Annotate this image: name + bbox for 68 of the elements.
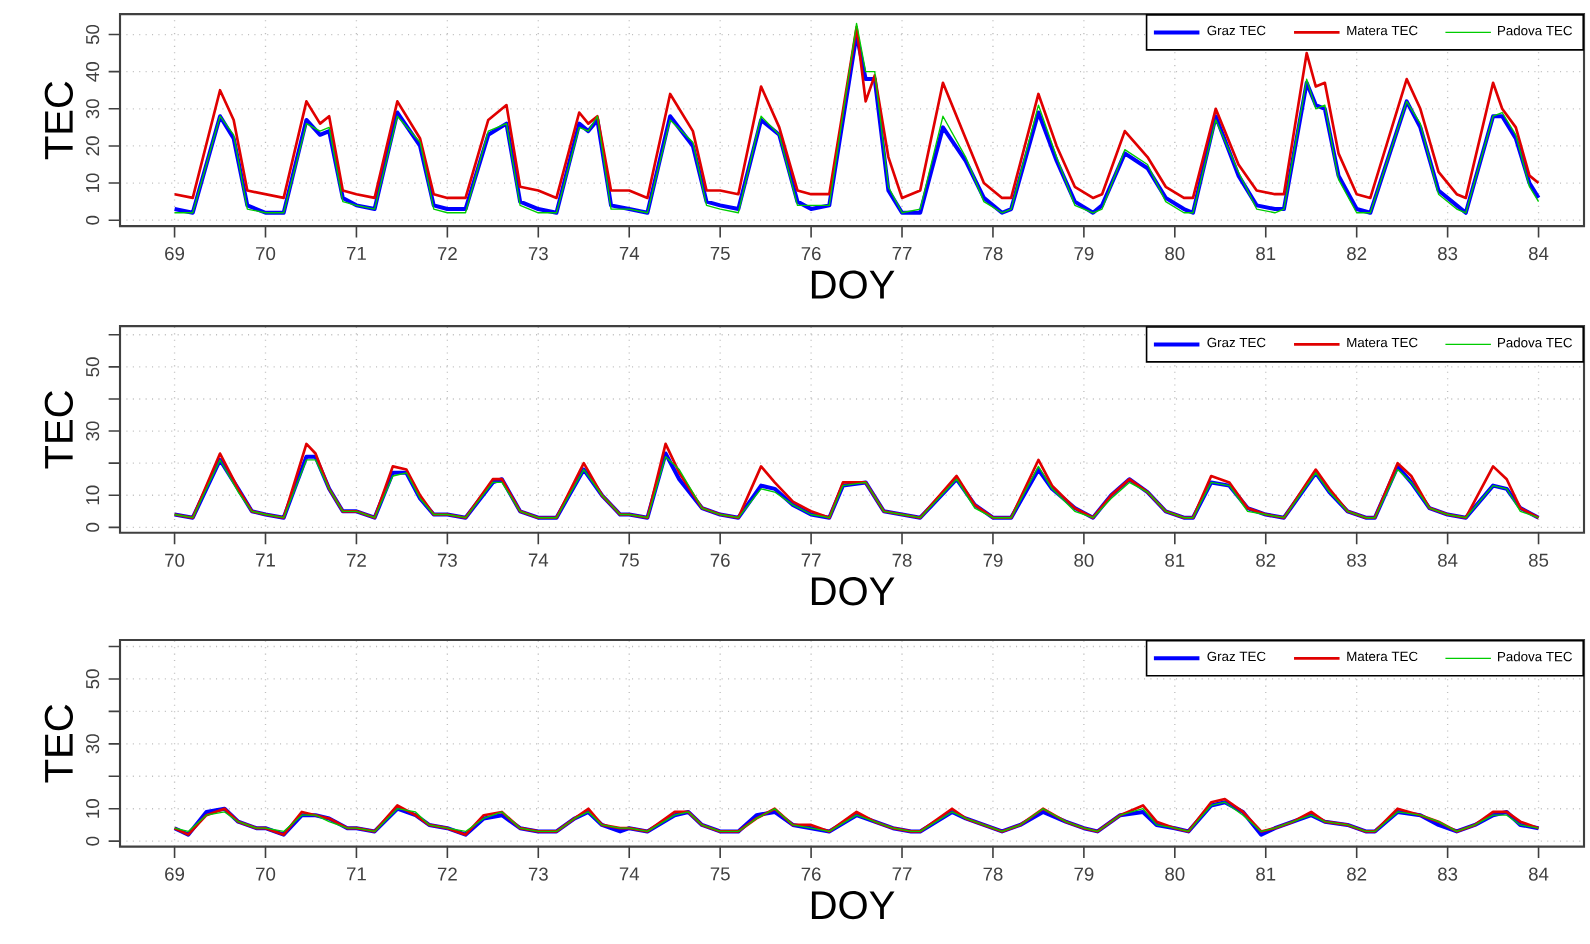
x-tick-label: 83 <box>1438 246 1458 261</box>
x-tick-label: 76 <box>710 553 730 567</box>
y-tick-label: 20 <box>86 136 100 156</box>
y-tick-label: 40 <box>86 62 100 82</box>
x-tick-label: 75 <box>710 246 730 260</box>
x-tick-label: 75 <box>619 553 639 567</box>
x-tick-label: 81 <box>1256 246 1276 261</box>
y-tick-label: 50 <box>86 357 100 377</box>
x-tick-label: 73 <box>528 867 548 881</box>
y-tick-label: 0 <box>86 215 100 225</box>
x-tick-label: 69 <box>165 246 185 261</box>
x-axis-title: DOY <box>811 270 895 299</box>
x-tick-label: 72 <box>437 867 457 881</box>
x-tick-label: 70 <box>165 553 185 567</box>
x-tick-label: 83 <box>1347 553 1367 567</box>
x-tick-label: 79 <box>983 553 1003 567</box>
x-tick-label: 74 <box>619 867 640 881</box>
x-tick-label: 80 <box>1074 553 1094 567</box>
x-tick-label: 76 <box>801 867 821 881</box>
y-tick-label: 50 <box>86 669 100 689</box>
y-tick-label: 0 <box>86 522 100 532</box>
x-tick-label: 79 <box>1074 867 1094 881</box>
y-tick-label: 30 <box>86 734 100 754</box>
x-tick-label: 71 <box>256 553 275 567</box>
y-axis-title: TEC <box>44 704 73 783</box>
x-tick-label: 80 <box>1165 246 1185 261</box>
x-tick-label: 69 <box>165 867 185 881</box>
x-tick-label: 84 <box>1528 246 1549 261</box>
y-tick-label: 30 <box>86 421 100 441</box>
y-tick-label: 30 <box>86 99 100 119</box>
y-tick-label: 10 <box>86 173 100 193</box>
x-tick-label: 81 <box>1256 867 1276 881</box>
x-tick-label: 77 <box>801 553 821 567</box>
x-tick-label: 78 <box>983 867 1003 881</box>
x-tick-label: 84 <box>1528 867 1549 881</box>
x-tick-label: 81 <box>1165 553 1185 567</box>
y-axis-title: TEC <box>44 81 73 160</box>
x-tick-label: 73 <box>437 553 457 567</box>
x-tick-label: 78 <box>892 553 912 567</box>
x-tick-label: 82 <box>1347 867 1367 881</box>
x-tick-label: 71 <box>347 246 366 260</box>
x-tick-label: 77 <box>892 246 912 260</box>
x-axis-title: DOY <box>811 890 895 920</box>
x-tick-label: 77 <box>892 867 912 881</box>
x-tick-label: 72 <box>347 553 366 567</box>
x-tick-label: 74 <box>619 246 640 260</box>
x-tick-label: 78 <box>983 246 1003 261</box>
x-tick-label: 74 <box>528 553 549 567</box>
y-tick-label: 0 <box>86 836 100 846</box>
y-tick-label: 50 <box>86 24 100 45</box>
x-tick-label: 85 <box>1528 553 1549 567</box>
x-tick-label: 76 <box>801 246 821 261</box>
y-tick-label: 10 <box>86 799 100 818</box>
x-tick-label: 79 <box>1074 246 1094 261</box>
x-tick-label: 72 <box>437 246 457 260</box>
x-axis-title: DOY <box>811 577 895 606</box>
x-tick-label: 82 <box>1256 553 1276 567</box>
x-tick-label: 75 <box>710 867 730 881</box>
x-tick-label: 70 <box>256 246 276 261</box>
x-tick-label: 73 <box>528 246 548 261</box>
x-tick-label: 83 <box>1438 867 1458 881</box>
y-tick-label: 10 <box>86 485 100 505</box>
y-axis-title: TEC <box>44 390 73 469</box>
x-tick-label: 84 <box>1438 553 1458 567</box>
x-tick-label: 80 <box>1165 867 1185 881</box>
x-tick-label: 82 <box>1347 246 1367 261</box>
x-tick-label: 71 <box>347 867 366 881</box>
x-tick-label: 70 <box>256 867 276 881</box>
